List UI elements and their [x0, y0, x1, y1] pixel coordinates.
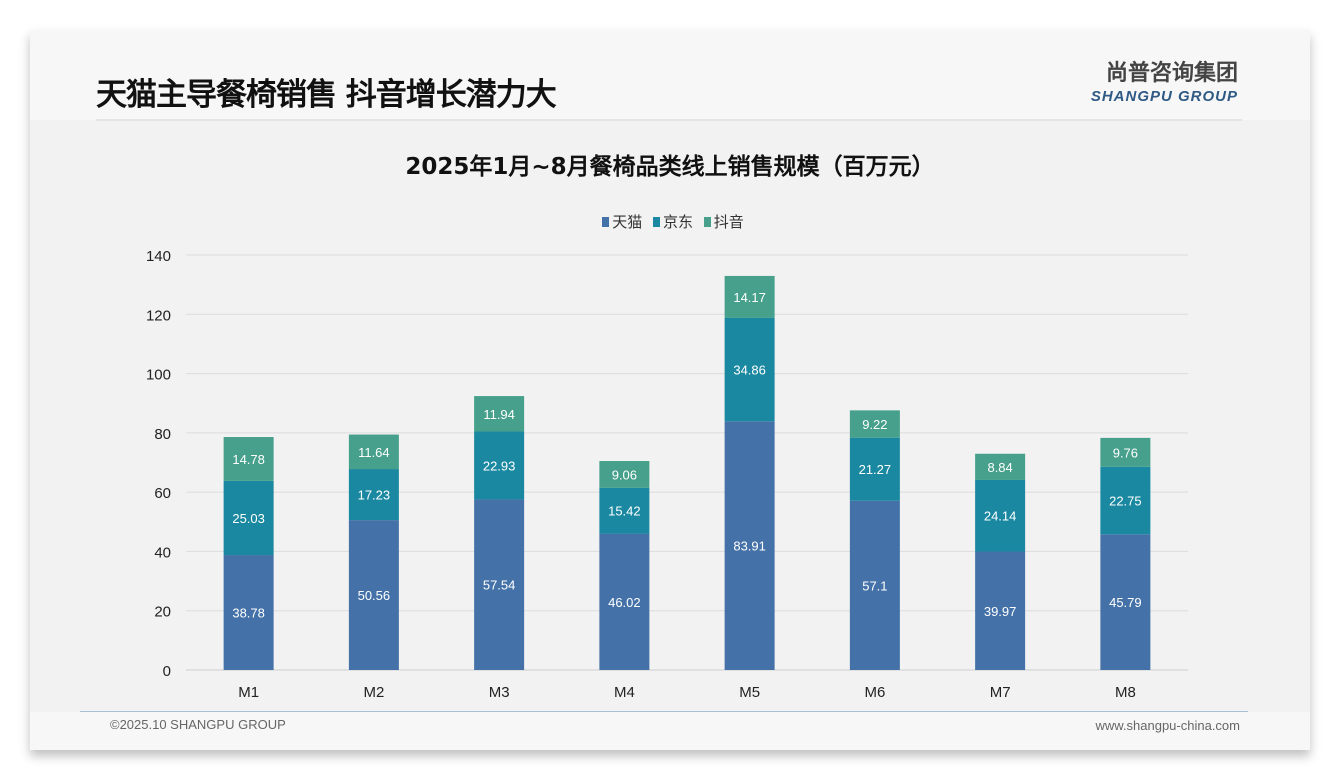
- data-label: 17.23: [358, 488, 391, 503]
- data-label: 46.02: [608, 595, 641, 610]
- data-label: 9.06: [612, 467, 637, 482]
- bar-segment: [849, 437, 900, 501]
- data-label: 9.22: [862, 417, 887, 432]
- footer-divider: [80, 711, 1248, 712]
- chart-legend: 天猫 京东 抖音: [30, 212, 1310, 232]
- y-tick-label: 120: [146, 307, 171, 324]
- bar-segment: [474, 499, 525, 670]
- bar-segment: [975, 551, 1026, 670]
- data-label: 39.97: [984, 604, 1017, 619]
- legend-label-tmall: 天猫: [612, 213, 643, 231]
- bar-segment: [849, 410, 900, 438]
- y-tick-label: 0: [163, 663, 171, 680]
- logo-english: SHANGPU GROUP: [1090, 88, 1238, 105]
- x-tick-label: M5: [739, 684, 760, 701]
- footer-copyright: ©2025.10 SHANGPU GROUP: [110, 717, 286, 732]
- data-label: 11.64: [358, 445, 390, 460]
- bar-segment: [599, 461, 650, 488]
- x-tick-label: M2: [363, 684, 384, 701]
- bar-segment: [474, 431, 525, 500]
- x-tick-label: M3: [489, 684, 510, 701]
- data-label: 34.86: [733, 363, 766, 378]
- y-tick-label: 100: [146, 367, 171, 384]
- page-title: 天猫主导餐椅销售 抖音增长潜力大: [96, 77, 557, 113]
- logo-chinese: 尚普咨询集团: [1105, 61, 1238, 86]
- legend-label-jd: 京东: [662, 213, 693, 231]
- bar-segment: [975, 479, 1026, 552]
- data-label: 22.93: [483, 458, 516, 473]
- bar-segment: [474, 396, 525, 432]
- bar-segment: [724, 275, 775, 318]
- bar-segment: [223, 480, 274, 556]
- legend-swatch-tmall: [602, 217, 610, 227]
- bar-segment: [599, 533, 650, 670]
- y-tick-label: 20: [154, 604, 171, 621]
- bar-segment: [223, 555, 274, 670]
- x-tick-label: M1: [238, 684, 259, 701]
- bar-segment: [348, 469, 399, 521]
- data-label: 57.54: [483, 578, 516, 593]
- data-label: 11.94: [483, 407, 515, 422]
- footer-website[interactable]: www.shangpu-china.com: [1095, 718, 1240, 733]
- chart-title: 2025年1月~8月餐椅品类线上销售规模（百万元）: [405, 154, 935, 180]
- bar-segment: [849, 500, 900, 670]
- header-divider: [96, 119, 1242, 121]
- data-label: 50.56: [358, 588, 391, 603]
- data-label: 15.42: [608, 504, 641, 519]
- legend-label-douyin: 抖音: [713, 213, 744, 231]
- bar-segment: [1100, 534, 1151, 670]
- x-tick-label: M4: [614, 684, 635, 701]
- data-label: 57.1: [862, 578, 887, 593]
- data-label: 9.76: [1113, 445, 1138, 460]
- bar-segment: [348, 434, 399, 470]
- y-tick-label: 140: [146, 248, 171, 265]
- bar-segment: [348, 520, 399, 670]
- data-label: 38.78: [232, 606, 265, 621]
- y-tick-label: 80: [154, 426, 171, 443]
- bar-segment: [975, 453, 1026, 480]
- data-label: 25.03: [232, 511, 265, 526]
- bar-segment: [724, 317, 775, 422]
- data-label: 45.79: [1109, 595, 1142, 610]
- x-tick-label: M8: [1115, 684, 1136, 701]
- y-tick-label: 40: [154, 544, 171, 561]
- data-label: 21.27: [859, 462, 892, 477]
- bar-segment: [599, 487, 650, 534]
- data-label: 22.75: [1109, 494, 1142, 509]
- x-tick-label: M6: [864, 684, 885, 701]
- legend-swatch-jd: [652, 217, 660, 227]
- data-label: 14.78: [232, 452, 265, 467]
- bar-segment: [223, 437, 274, 481]
- data-label: 24.14: [984, 509, 1017, 524]
- y-tick-label: 60: [154, 485, 171, 502]
- legend-swatch-douyin: [703, 217, 711, 227]
- data-label: 14.17: [733, 290, 766, 305]
- bar-segment: [1100, 466, 1151, 535]
- data-label: 83.91: [733, 539, 766, 554]
- bar-segment: [724, 421, 775, 670]
- data-label: 8.84: [987, 460, 1012, 475]
- x-tick-label: M7: [990, 684, 1011, 701]
- bar-segment: [1100, 437, 1151, 467]
